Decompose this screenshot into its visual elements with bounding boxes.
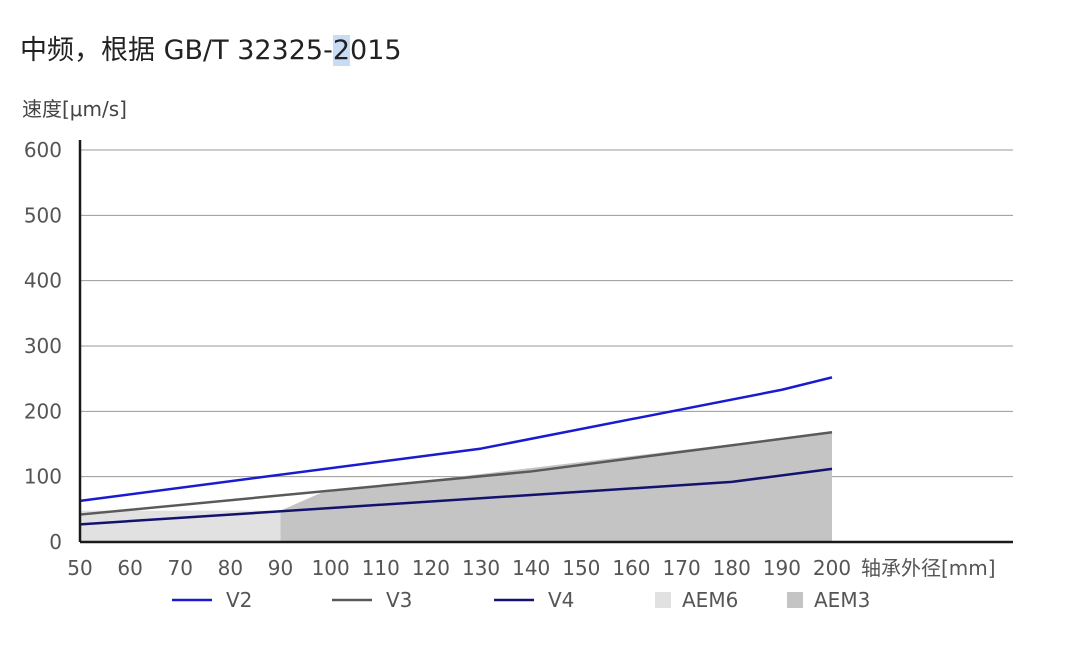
- y-axis-label: 速度[μm/s]: [22, 97, 127, 121]
- x-tick-label: 80: [218, 556, 243, 580]
- x-tick-label: 160: [612, 556, 650, 580]
- legend-label-v3: V3: [386, 588, 412, 612]
- legend-label-aem3: AEM3: [814, 588, 870, 612]
- x-tick-label: 120: [412, 556, 450, 580]
- legend-label-aem6: AEM6: [682, 588, 738, 612]
- legend-label-v4: V4: [548, 588, 574, 612]
- legend-swatch-aem3: [787, 592, 803, 608]
- x-tick-label: 150: [562, 556, 600, 580]
- y-tick-label: 200: [24, 399, 62, 423]
- series-line-v3: [79, 431, 833, 516]
- y-tick-label: 600: [24, 138, 62, 162]
- x-tick-label: 170: [663, 556, 701, 580]
- x-tick-label: 130: [462, 556, 500, 580]
- x-tick-label: 50: [67, 556, 92, 580]
- y-tick-label: 100: [24, 465, 62, 489]
- y-tick-label: 500: [24, 203, 62, 227]
- y-tick-label: 0: [49, 530, 62, 554]
- x-tick-label: 100: [312, 556, 350, 580]
- area-aem6: [80, 510, 281, 542]
- x-tick-label: 60: [117, 556, 142, 580]
- x-tick-label: 190: [763, 556, 801, 580]
- chart-title: 中频，根据 GB/T 32325-2015: [20, 35, 402, 66]
- legend-label-v2: V2: [226, 588, 252, 612]
- y-tick-label: 400: [24, 269, 62, 293]
- area-aem3: [280, 432, 832, 542]
- x-tick-label: 90: [268, 556, 293, 580]
- series-line-v2: [79, 376, 833, 503]
- y-tick-label: 300: [24, 334, 62, 358]
- x-tick-label: 200: [813, 556, 851, 580]
- x-tick-label: 180: [713, 556, 751, 580]
- x-tick-label: 140: [512, 556, 550, 580]
- x-tick-label: 70: [168, 556, 193, 580]
- legend-swatch-aem6: [655, 592, 671, 608]
- x-tick-label: 110: [362, 556, 400, 580]
- series-line-v4: [79, 467, 833, 526]
- x-axis-label: 轴承外径[mm]: [861, 556, 996, 580]
